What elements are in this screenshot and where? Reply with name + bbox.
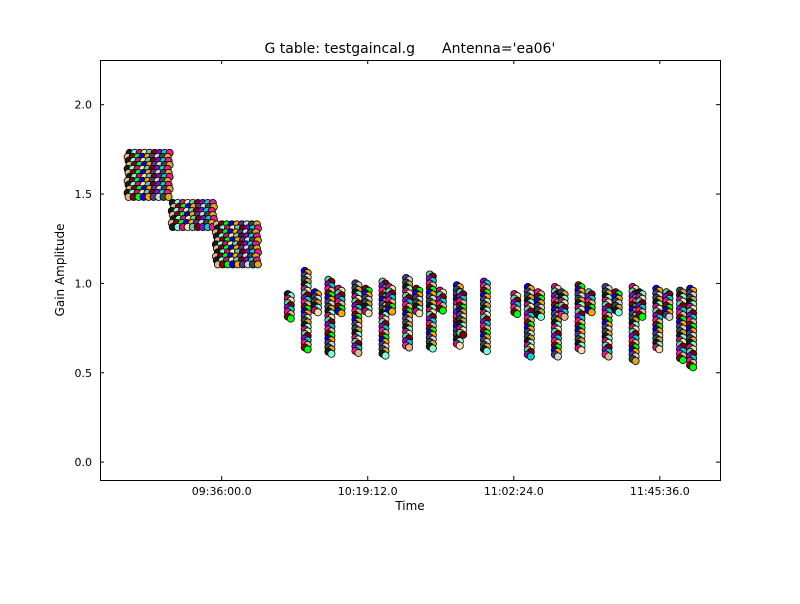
y-tick-label: 1.5 (75, 188, 93, 201)
data-point (513, 310, 522, 319)
data-point (337, 309, 346, 318)
data-point (526, 352, 535, 361)
data-point (364, 309, 373, 318)
data-point (638, 312, 647, 321)
x-axis-label: Time (394, 499, 424, 513)
plot-frame (100, 60, 721, 481)
data-point (665, 312, 674, 321)
data-point (482, 347, 491, 356)
data-point (577, 346, 586, 355)
data-point (354, 348, 363, 357)
data-point (381, 351, 390, 360)
data-point (405, 343, 414, 352)
y-tick-label: 0.0 (75, 456, 93, 469)
x-tick-label: 09:36:00.0 (192, 485, 252, 498)
data-point (560, 312, 569, 321)
data-point (303, 345, 312, 354)
data-point (438, 306, 447, 315)
data-point (388, 307, 397, 316)
data-point (537, 312, 546, 321)
x-tick-label: 11:45:36.0 (630, 485, 690, 498)
data-point (689, 363, 698, 372)
y-tick-label: 0.5 (75, 367, 93, 380)
y-tick-label: 2.0 (75, 99, 93, 112)
data-points (123, 148, 698, 372)
axis-ticks: 0.0 0.5 1.0 1.5 2.0 09:36:00.0 10:19:12.0 11:02… (75, 60, 720, 498)
data-point (587, 308, 596, 317)
y-axis-label: Gain Amplitude (53, 224, 67, 317)
data-point (415, 309, 424, 318)
chart-title-left: G table: testgaincal.g (264, 41, 415, 57)
x-tick-label: 11:02:24.0 (484, 485, 544, 498)
chart-title-right: Antenna='ea06' (442, 41, 555, 57)
data-point (455, 341, 464, 350)
data-point (655, 345, 664, 354)
data-point (614, 308, 623, 317)
data-point (604, 352, 613, 361)
data-point (631, 356, 640, 365)
data-point (459, 330, 468, 339)
x-tick-label: 10:19:12.0 (338, 485, 398, 498)
data-point (327, 349, 336, 358)
data-point (164, 192, 173, 201)
data-point (286, 314, 295, 323)
data-point (253, 260, 262, 269)
data-point (428, 344, 437, 353)
data-point (679, 356, 688, 365)
data-point (553, 352, 562, 361)
y-tick-label: 1.0 (75, 277, 93, 290)
data-point (313, 308, 322, 317)
